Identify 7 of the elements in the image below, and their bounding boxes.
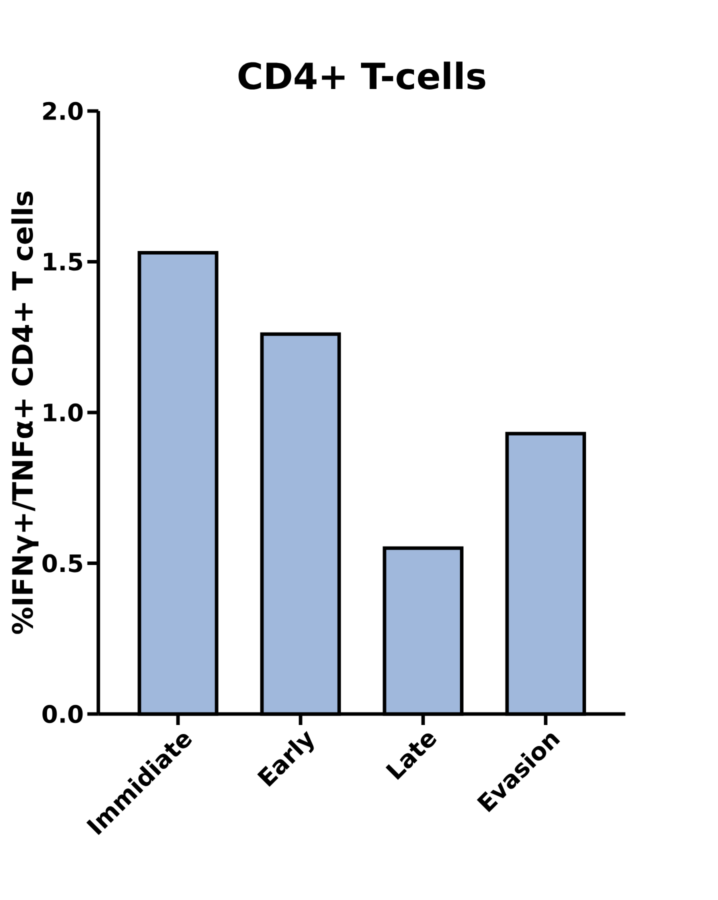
y-tick-label: 2.0 [43,102,83,120]
y-tick-label: 1.5 [44,252,82,271]
chart-title: CD4+ T-cells [238,62,486,90]
y-tick-label: 1.0 [44,403,83,422]
y-tick-label: 0.0 [42,704,83,724]
y-axis-title: %IFNγ+/TNFα+ CD4+ T cells [11,191,38,634]
y-tick-label: 0.5 [42,554,82,572]
